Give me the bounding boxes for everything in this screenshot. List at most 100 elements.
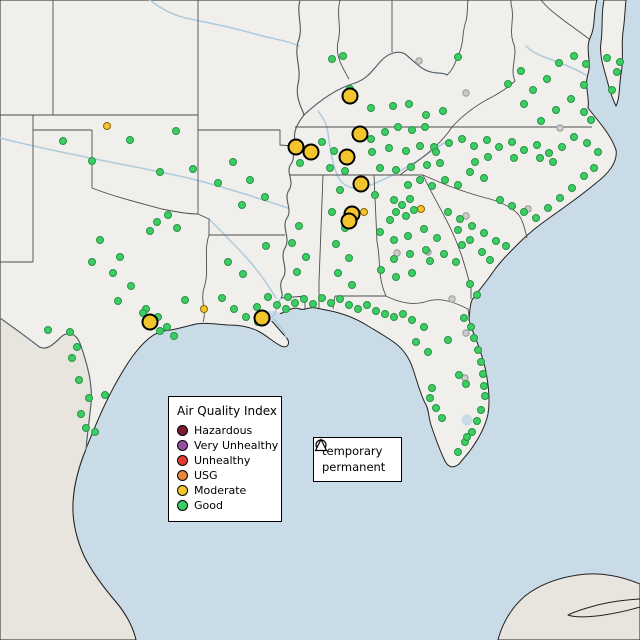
station-dot-good[interactable] — [545, 149, 553, 157]
station-dot-good[interactable] — [376, 228, 384, 236]
station-dot-good[interactable] — [163, 323, 171, 331]
station-dot-good[interactable] — [229, 158, 237, 166]
station-dot-good[interactable] — [543, 75, 551, 83]
station-dot-good[interactable] — [473, 291, 481, 299]
station-dot-good[interactable] — [390, 236, 398, 244]
station-dot-good[interactable] — [590, 164, 598, 172]
station-dot-good[interactable] — [480, 174, 488, 182]
station-dot-good[interactable] — [381, 128, 389, 136]
station-dot-good[interactable] — [462, 380, 470, 388]
station-dot-good[interactable] — [473, 417, 481, 425]
station-dot-good[interactable] — [438, 414, 446, 422]
station-dot-good[interactable] — [404, 232, 412, 240]
station-dot-good[interactable] — [552, 106, 560, 114]
station-dot-good[interactable] — [96, 236, 104, 244]
station-dot-good[interactable] — [477, 406, 485, 414]
station-dot-good[interactable] — [139, 309, 147, 317]
station-dot-good[interactable] — [587, 116, 595, 124]
station-dot-good[interactable] — [66, 328, 74, 336]
station-marker-temporary-moderate[interactable] — [287, 138, 305, 156]
station-dot-good[interactable] — [385, 144, 393, 152]
station-dot-good[interactable] — [416, 176, 424, 184]
station-dot-good[interactable] — [239, 270, 247, 278]
station-dot-good[interactable] — [423, 161, 431, 169]
station-dot-good[interactable] — [433, 234, 441, 242]
station-marker-temporary-moderate[interactable] — [338, 148, 356, 166]
station-dot-good[interactable] — [77, 410, 85, 418]
station-dot-good[interactable] — [454, 53, 462, 61]
station-dot-good[interactable] — [570, 133, 578, 141]
station-marker-temporary-moderate[interactable] — [352, 175, 370, 193]
station-dot-good[interactable] — [616, 58, 624, 66]
station-dot-good[interactable] — [422, 246, 430, 254]
station-dot-good[interactable] — [173, 224, 181, 232]
station-dot-good[interactable] — [336, 295, 344, 303]
station-dot-good[interactable] — [389, 102, 397, 110]
station-dot-good[interactable] — [454, 181, 462, 189]
station-dot-good[interactable] — [363, 301, 371, 309]
station-dot-good[interactable] — [109, 269, 117, 277]
station-dot-good[interactable] — [398, 201, 406, 209]
station-dot-good[interactable] — [214, 179, 222, 187]
station-dot-good[interactable] — [295, 222, 303, 230]
station-dot-good[interactable] — [300, 295, 308, 303]
station-dot-good[interactable] — [390, 313, 398, 321]
station-dot-good[interactable] — [603, 54, 611, 62]
station-dot-good[interactable] — [426, 257, 434, 265]
station-dot-good[interactable] — [230, 305, 238, 313]
station-dot-good[interactable] — [85, 394, 93, 402]
station-dot-good[interactable] — [264, 293, 272, 301]
station-dot-good[interactable] — [466, 236, 474, 244]
station-dot-good[interactable] — [405, 100, 413, 108]
station-dot-good[interactable] — [544, 204, 552, 212]
station-dot-good[interactable] — [479, 370, 487, 378]
station-dot-good[interactable] — [318, 138, 326, 146]
station-dot-good[interactable] — [408, 316, 416, 324]
station-dot-good[interactable] — [444, 208, 452, 216]
station-dot-good[interactable] — [394, 123, 402, 131]
station-dot-good[interactable] — [392, 208, 400, 216]
station-dot-good[interactable] — [73, 343, 81, 351]
station-dot-good[interactable] — [480, 229, 488, 237]
station-dot-good[interactable] — [288, 239, 296, 247]
station-dot-good[interactable] — [253, 303, 261, 311]
station-dot-good[interactable] — [420, 225, 428, 233]
station-dot-good[interactable] — [328, 208, 336, 216]
station-dot-good[interactable] — [484, 153, 492, 161]
station-dot-good[interactable] — [558, 143, 566, 151]
station-dot-good[interactable] — [348, 281, 356, 289]
station-dot-good[interactable] — [424, 348, 432, 356]
station-dot-good[interactable] — [428, 384, 436, 392]
station-dot-good[interactable] — [504, 80, 512, 88]
station-dot-good[interactable] — [326, 164, 334, 172]
station-dot-good[interactable] — [296, 159, 304, 167]
station-dot-good[interactable] — [470, 334, 478, 342]
station-dot-moderate[interactable] — [417, 205, 425, 213]
station-dot-good[interactable] — [282, 305, 290, 313]
station-dot-good[interactable] — [309, 300, 317, 308]
station-dot-good[interactable] — [404, 181, 412, 189]
station-dot-good[interactable] — [483, 136, 491, 144]
station-dot-good[interactable] — [381, 310, 389, 318]
station-dot-good[interactable] — [510, 154, 518, 162]
station-dot-good[interactable] — [246, 176, 254, 184]
station-dot-good[interactable] — [332, 240, 340, 248]
station-dot-good[interactable] — [420, 323, 428, 331]
station-dot-good[interactable] — [181, 296, 189, 304]
station-dot-good[interactable] — [463, 433, 471, 441]
station-dot-good[interactable] — [432, 404, 440, 412]
station-dot-good[interactable] — [392, 273, 400, 281]
station-dot-moderate[interactable] — [200, 305, 208, 313]
station-dot-good[interactable] — [508, 202, 516, 210]
station-dot-good[interactable] — [529, 86, 537, 94]
station-dot-good[interactable] — [477, 358, 485, 366]
station-dot-good[interactable] — [368, 148, 376, 156]
station-dot-good[interactable] — [410, 206, 418, 214]
station-dot-good[interactable] — [474, 346, 482, 354]
station-dot-good[interactable] — [302, 253, 310, 261]
station-dot-good[interactable] — [486, 256, 494, 264]
station-marker-temporary-moderate[interactable] — [351, 125, 369, 143]
station-dot-good[interactable] — [156, 327, 164, 335]
station-dot-good[interactable] — [341, 167, 349, 175]
station-dot-good[interactable] — [402, 147, 410, 155]
